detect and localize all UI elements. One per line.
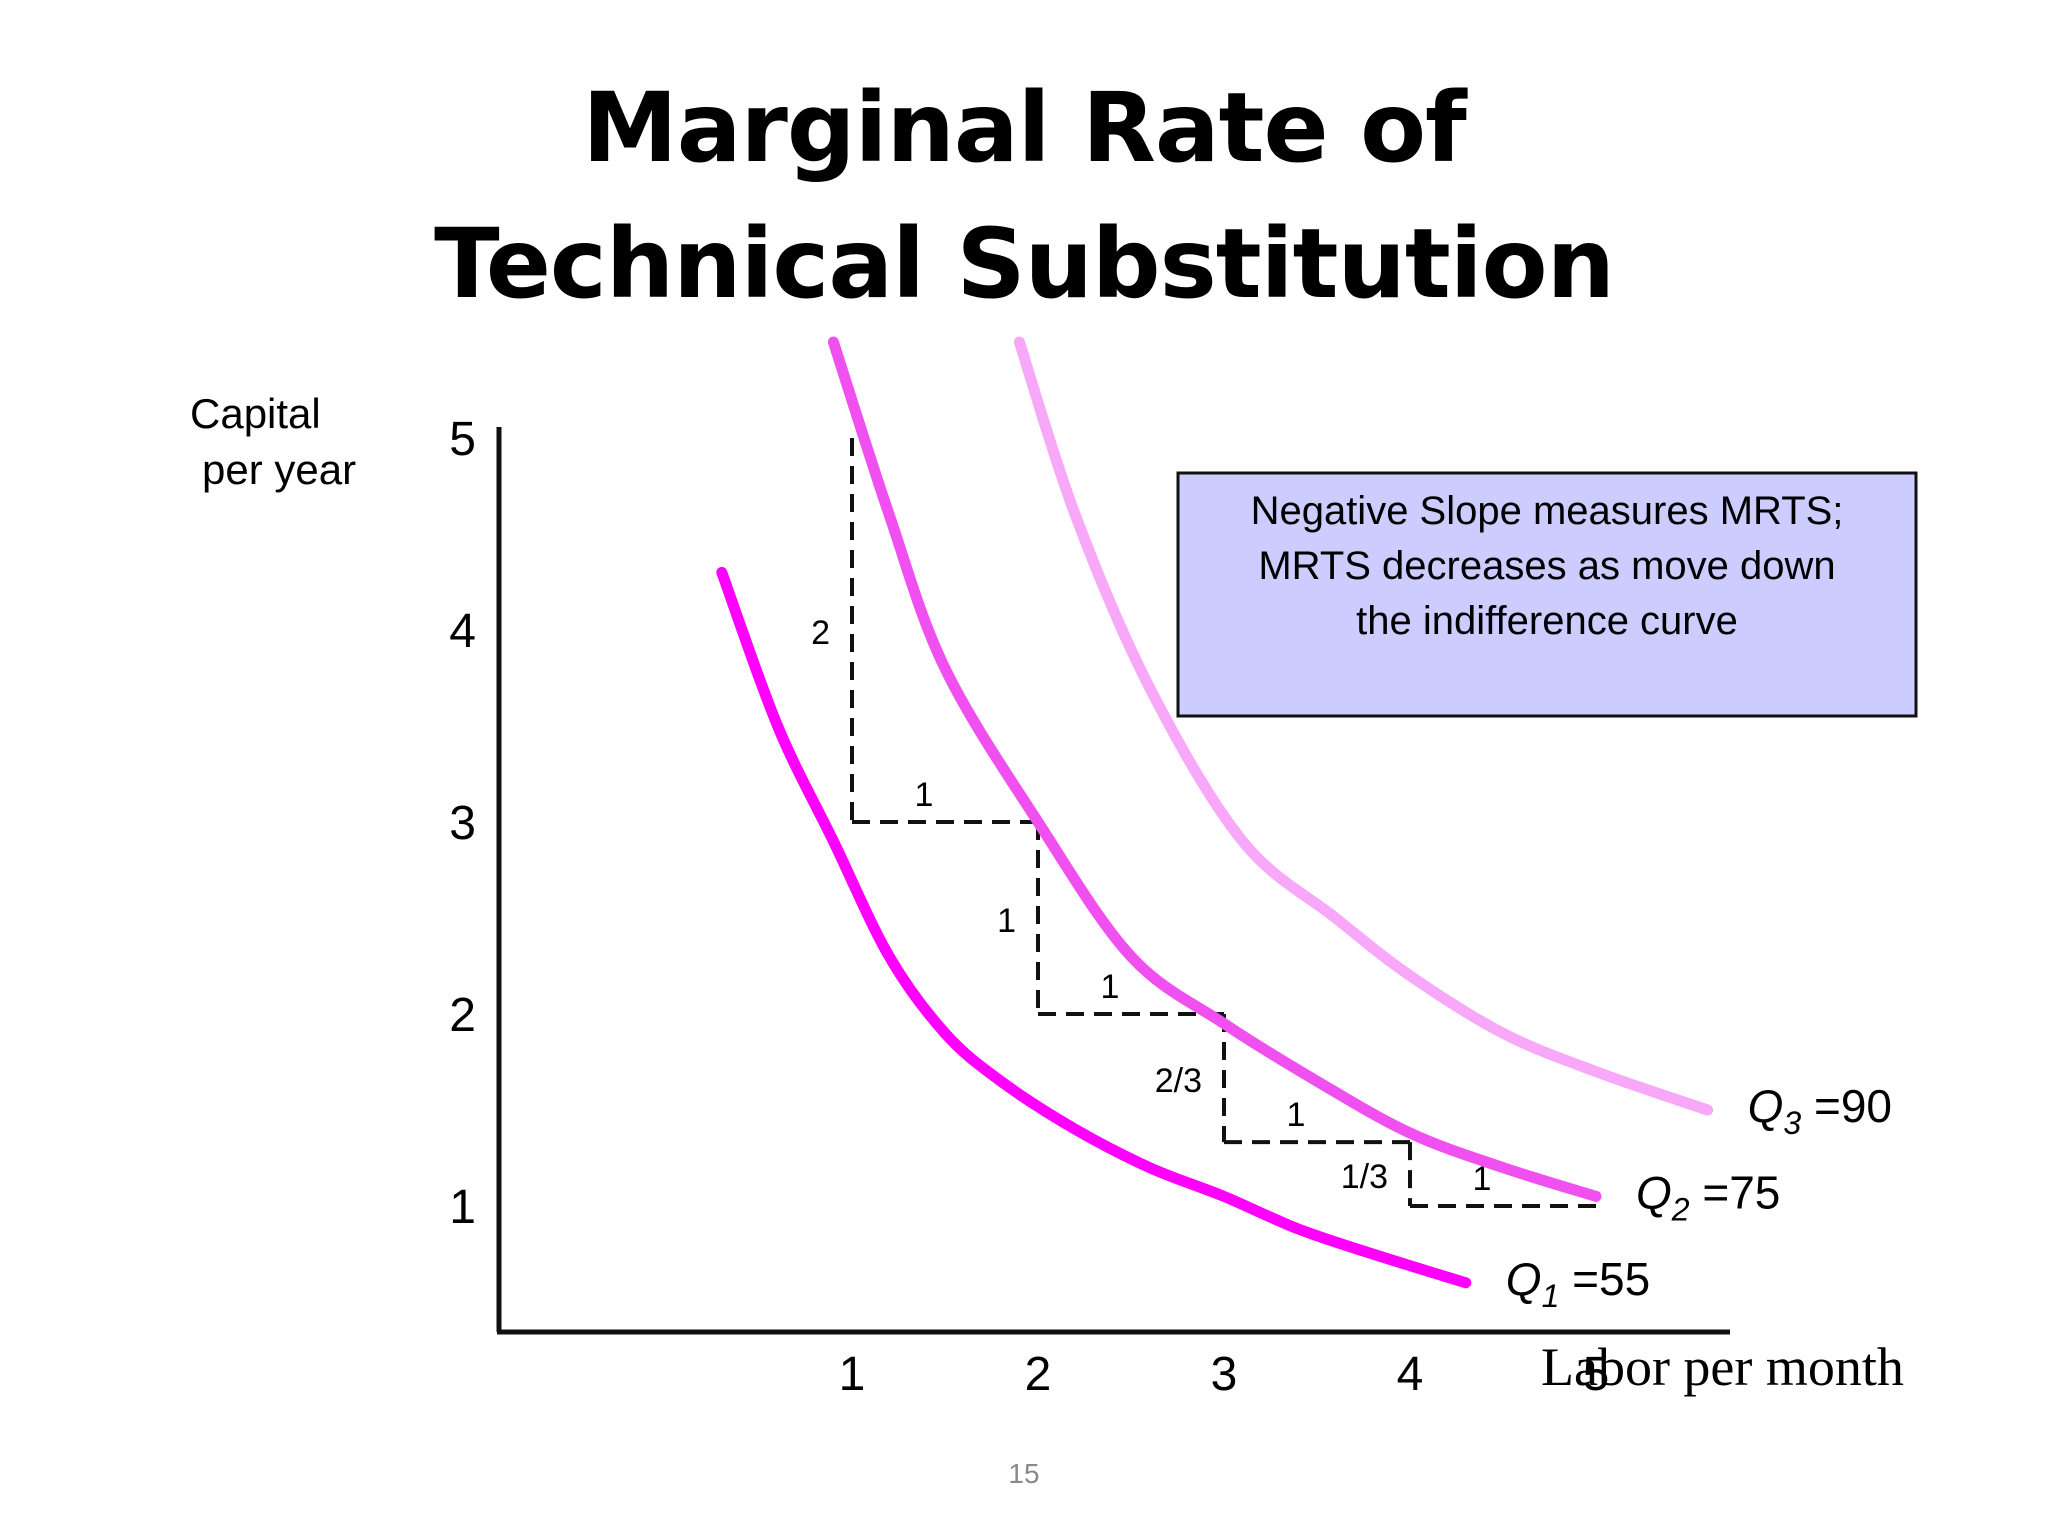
isoquant-3-label: Q3 =90 [1748, 1080, 1892, 1141]
y-tick-label: 1 [449, 1181, 476, 1234]
step-delta-capital-label: 1/3 [1341, 1158, 1388, 1196]
step-delta-labor-label: 1 [1101, 968, 1120, 1006]
isoquant-2-label: Q2 =75 [1636, 1166, 1780, 1227]
chart-labels: Capital per year Labor per month Q1 =55Q… [190, 390, 1904, 1397]
isoquant-1-line [716, 566, 1472, 1289]
x-axis-label: Labor per month [1541, 1337, 1904, 1397]
isoquant-label-subscript: 2 [1671, 1191, 1690, 1227]
isoquant-label-subscript: 3 [1783, 1105, 1801, 1141]
y-tick-label: 2 [449, 989, 476, 1042]
y-axis-label-line-2: per year [202, 446, 356, 493]
isoquant-label-letter: Q [1748, 1080, 1784, 1132]
isoquant-label-value: =55 [1559, 1253, 1650, 1305]
step-delta-capital-label: 2 [811, 614, 830, 652]
isoquant-curves [716, 336, 1714, 1289]
annotation-line-2: MRTS decreases as move down [1258, 544, 1835, 588]
y-tick-label: 3 [449, 797, 476, 850]
step-delta-capital-label: 2/3 [1155, 1062, 1202, 1100]
y-tick-label: 5 [449, 413, 476, 466]
isoquant-label-value: =90 [1801, 1080, 1892, 1132]
x-tick-label: 5 [1583, 1348, 1610, 1401]
slide-title-line-1: Marginal Rate of [582, 72, 1467, 184]
annotation-box: Negative Slope measures MRTS; MRTS decre… [1176, 471, 1918, 718]
annotation-background [1176, 471, 1918, 718]
step-delta-labor-label: 1 [1287, 1096, 1306, 1134]
y-tick-label: 4 [449, 605, 476, 658]
y-axis-label-line-1: Capital [190, 390, 321, 437]
step-delta-labor-label: 1 [1473, 1160, 1492, 1198]
x-tick-label: 4 [1397, 1348, 1424, 1401]
isoquant-1-label: Q1 =55 [1506, 1253, 1650, 1314]
annotation-line-1: Negative Slope measures MRTS; [1251, 489, 1844, 533]
page-number: 15 [1008, 1458, 1040, 1489]
step-delta-capital-label: 1 [997, 902, 1016, 940]
x-tick-label: 1 [839, 1348, 866, 1401]
isoquant-3-line [1013, 336, 1714, 1116]
isoquant-label-letter: Q [1636, 1166, 1672, 1218]
isoquant-label-subscript: 1 [1542, 1278, 1560, 1314]
isoquant-2-line [827, 336, 1602, 1202]
slide-title-line-2: Technical Substitution [434, 208, 1615, 320]
annotation-line-3: the indifference curve [1356, 599, 1738, 643]
x-tick-label: 2 [1025, 1348, 1052, 1401]
step-delta-labor-label: 1 [915, 776, 934, 814]
mrts-step-lines: 2 1 1 1 2/3 1 1/3 1 [811, 438, 1596, 1208]
x-tick-label: 3 [1211, 1348, 1238, 1401]
isoquant-label-letter: Q [1506, 1253, 1542, 1305]
isoquant-label-value: =75 [1690, 1166, 1781, 1218]
